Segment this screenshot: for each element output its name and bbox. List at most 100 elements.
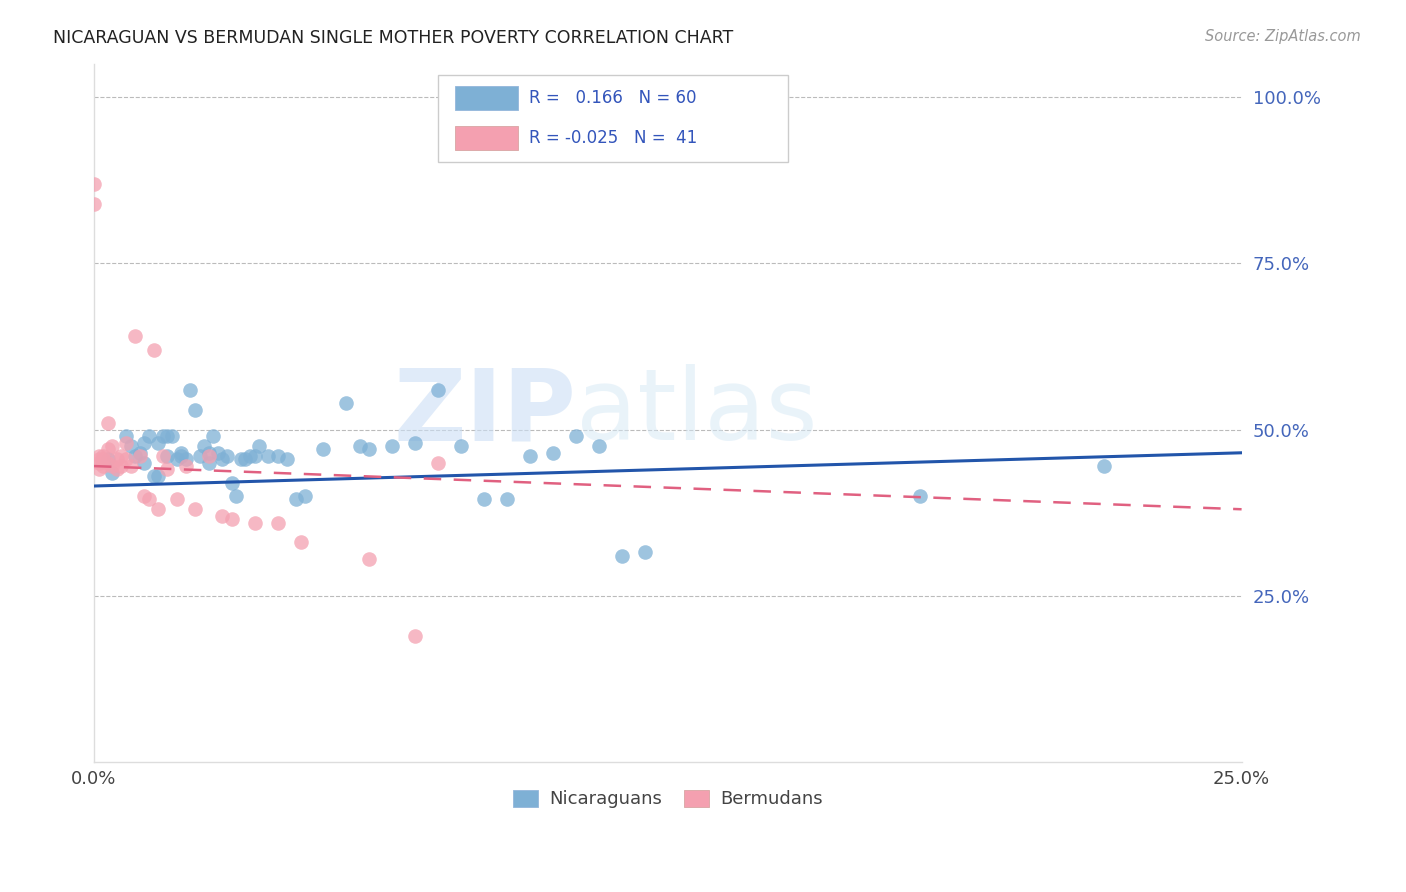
Nicaraguans [519, 449, 541, 463]
Bermudans [105, 462, 128, 476]
Bermudans [97, 416, 120, 430]
Bermudans [156, 462, 179, 476]
FancyBboxPatch shape [456, 86, 517, 111]
Nicaraguans [156, 429, 179, 443]
Nicaraguans [211, 452, 233, 467]
Nicaraguans [541, 446, 564, 460]
Nicaraguans [170, 446, 193, 460]
Nicaraguans [294, 489, 316, 503]
Bermudans [101, 459, 124, 474]
Bermudans [87, 452, 110, 467]
Nicaraguans [284, 492, 307, 507]
Nicaraguans [148, 469, 170, 483]
Nicaraguans [128, 446, 150, 460]
Nicaraguans [142, 469, 165, 483]
Text: Source: ZipAtlas.com: Source: ZipAtlas.com [1205, 29, 1361, 44]
Nicaraguans [247, 439, 270, 453]
Nicaraguans [565, 429, 588, 443]
Legend: Nicaraguans, Bermudans: Nicaraguans, Bermudans [506, 782, 830, 815]
Nicaraguans [1092, 459, 1115, 474]
Nicaraguans [202, 429, 225, 443]
Bermudans [138, 492, 160, 507]
Nicaraguans [101, 466, 124, 480]
Nicaraguans [910, 489, 932, 503]
Bermudans [91, 452, 114, 467]
Nicaraguans [239, 449, 262, 463]
Bermudans [427, 456, 450, 470]
Bermudans [101, 439, 124, 453]
Nicaraguans [404, 435, 426, 450]
Text: R = -0.025   N =  41: R = -0.025 N = 41 [529, 129, 697, 147]
Nicaraguans [312, 442, 335, 457]
Bermudans [115, 452, 138, 467]
Bermudans [266, 516, 288, 530]
FancyBboxPatch shape [439, 75, 789, 161]
Nicaraguans [450, 439, 472, 453]
Bermudans [221, 512, 243, 526]
Bermudans [243, 516, 266, 530]
Nicaraguans [225, 489, 247, 503]
Text: ZIP: ZIP [394, 365, 576, 461]
Nicaraguans [166, 452, 188, 467]
Nicaraguans [215, 449, 238, 463]
Bermudans [87, 462, 110, 476]
Nicaraguans [156, 449, 179, 463]
Nicaraguans [188, 449, 211, 463]
Nicaraguans [97, 452, 120, 467]
Nicaraguans [160, 429, 183, 443]
Bermudans [120, 459, 142, 474]
FancyBboxPatch shape [456, 126, 517, 151]
Bermudans [105, 452, 128, 467]
Nicaraguans [496, 492, 519, 507]
Nicaraguans [124, 449, 146, 463]
Bermudans [110, 449, 132, 463]
Nicaraguans [427, 383, 450, 397]
Nicaraguans [115, 429, 138, 443]
Bermudans [83, 177, 105, 191]
Nicaraguans [349, 439, 371, 453]
Nicaraguans [134, 456, 156, 470]
Bermudans [152, 449, 174, 463]
Bermudans [83, 196, 105, 211]
Bermudans [97, 456, 120, 470]
Nicaraguans [193, 439, 215, 453]
Bermudans [174, 459, 197, 474]
Bermudans [359, 552, 381, 566]
Nicaraguans [266, 449, 288, 463]
Nicaraguans [335, 396, 357, 410]
Nicaraguans [207, 446, 229, 460]
Bermudans [184, 502, 207, 516]
Nicaraguans [381, 439, 404, 453]
Text: NICARAGUAN VS BERMUDAN SINGLE MOTHER POVERTY CORRELATION CHART: NICARAGUAN VS BERMUDAN SINGLE MOTHER POV… [53, 29, 734, 46]
Nicaraguans [276, 452, 298, 467]
Bermudans [115, 435, 138, 450]
Nicaraguans [174, 452, 197, 467]
Nicaraguans [257, 449, 280, 463]
Bermudans [290, 535, 312, 549]
Bermudans [91, 449, 114, 463]
Nicaraguans [120, 439, 142, 453]
Bermudans [87, 456, 110, 470]
Nicaraguans [184, 402, 207, 417]
Bermudans [110, 459, 132, 474]
Bermudans [124, 329, 146, 343]
Bermudans [404, 628, 426, 642]
Nicaraguans [235, 452, 257, 467]
Nicaraguans [472, 492, 495, 507]
Bermudans [166, 492, 188, 507]
Bermudans [197, 449, 219, 463]
Nicaraguans [152, 429, 174, 443]
Nicaraguans [359, 442, 381, 457]
Bermudans [91, 459, 114, 474]
Nicaraguans [634, 545, 657, 559]
Nicaraguans [588, 439, 610, 453]
Nicaraguans [170, 449, 193, 463]
Bermudans [134, 489, 156, 503]
Nicaraguans [138, 429, 160, 443]
Nicaraguans [179, 383, 201, 397]
Nicaraguans [134, 435, 156, 450]
Text: R =   0.166   N = 60: R = 0.166 N = 60 [529, 89, 697, 107]
Bermudans [128, 449, 150, 463]
Bermudans [148, 502, 170, 516]
Nicaraguans [148, 435, 170, 450]
